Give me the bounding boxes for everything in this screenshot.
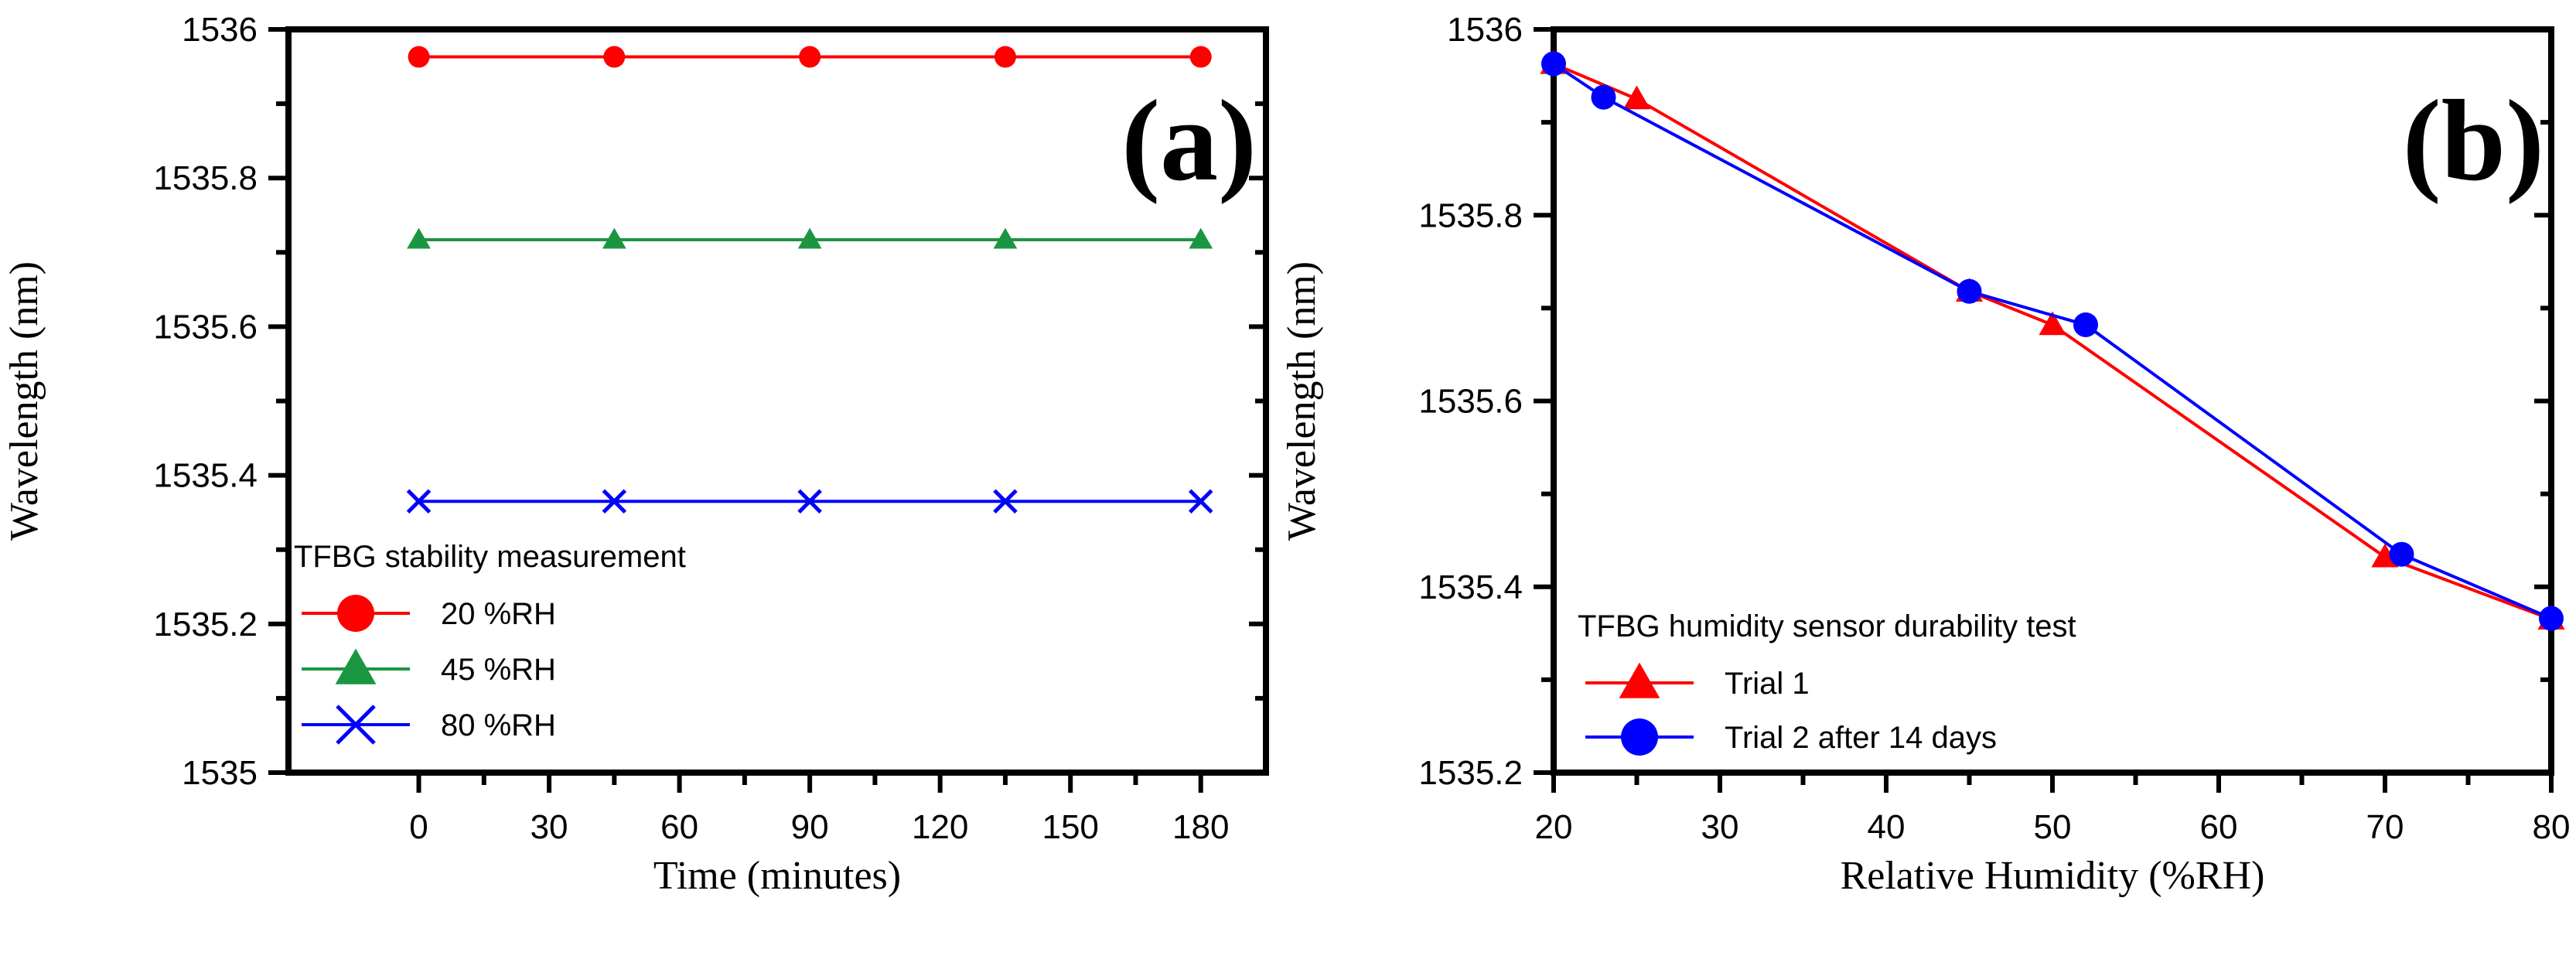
y-tick-label: 1535.6 xyxy=(153,308,258,346)
legend-marker xyxy=(336,705,376,745)
y-tick-label: 1535.8 xyxy=(1418,196,1523,234)
panel-a-chart: 0 30 60 90 120 150 180 1535 1535.2 1535.4 1535.6 15… xyxy=(2,11,1269,898)
series-line-2 xyxy=(1552,62,2552,620)
legend-marker xyxy=(337,595,374,632)
data-point xyxy=(2073,312,2098,337)
y-tick-label: 1535.6 xyxy=(1418,383,1523,421)
x-tick-label: 90 xyxy=(791,808,829,846)
data-point xyxy=(993,227,1018,249)
plot-frame xyxy=(1551,26,2554,776)
data-point xyxy=(603,46,626,68)
data-point xyxy=(1189,46,1212,68)
panel-label: (b) xyxy=(2403,77,2544,205)
y-tick-label: 1536 xyxy=(1447,11,1523,49)
legend-marker xyxy=(1619,662,1660,698)
y-tick-label: 1535 xyxy=(182,754,258,792)
x-tick-label: 20 xyxy=(1535,808,1573,846)
legend-label: 20 %RH xyxy=(441,597,556,631)
y-tick-label: 1535.8 xyxy=(153,159,258,197)
x-tick-label: 120 xyxy=(912,808,968,846)
data-point xyxy=(1591,84,1616,110)
x-tick-label: 150 xyxy=(1042,808,1098,846)
x-tick-label: 40 xyxy=(1868,808,1906,846)
legend-title: TFBG humidity sensor durability test xyxy=(1578,609,2076,643)
x-tick-label: 70 xyxy=(2366,808,2404,846)
data-point xyxy=(1957,278,1982,304)
legend-label: Trial 1 xyxy=(1725,667,1810,701)
x-axis-title: Relative Humidity (%RH) xyxy=(1841,854,2265,898)
x-tick-label: 30 xyxy=(1701,808,1739,846)
data-point xyxy=(2389,541,2414,567)
plot-frame xyxy=(285,26,1269,776)
data-point xyxy=(797,227,822,249)
data-point xyxy=(797,489,822,514)
data-point xyxy=(407,227,431,249)
data-point xyxy=(2539,606,2564,631)
y-axis-title: Wavelength (nm) xyxy=(1280,261,1324,541)
x-axis-title: Time (minutes) xyxy=(653,854,901,898)
legend-label: Trial 2 after 14 days xyxy=(1725,721,1997,755)
x-tick-label: 80 xyxy=(2533,808,2571,846)
data-point xyxy=(799,46,821,68)
y-tick-label: 1535.4 xyxy=(153,457,258,495)
data-point xyxy=(602,227,626,249)
data-point xyxy=(408,46,430,68)
y-tick-label: 1535.4 xyxy=(1418,568,1523,606)
data-point xyxy=(1622,85,1651,110)
legend-marker xyxy=(335,648,377,684)
data-point xyxy=(993,489,1018,514)
data-point xyxy=(1188,489,1213,514)
x-tick-label: 180 xyxy=(1172,808,1229,846)
y-tick-label: 1536 xyxy=(182,11,258,49)
x-tick-label: 0 xyxy=(409,808,428,846)
data-point xyxy=(1189,227,1213,249)
series-line-1 xyxy=(1553,62,2552,621)
y-tick-label: 1535.2 xyxy=(153,606,258,643)
legend-label: 45 %RH xyxy=(441,653,556,687)
y-tick-label: 1535.2 xyxy=(1418,754,1523,792)
x-tick-label: 50 xyxy=(2034,808,2072,846)
legend-title: TFBG stability measurement xyxy=(294,540,686,574)
data-point xyxy=(1541,51,1566,77)
data-point xyxy=(2039,311,2066,336)
data-point xyxy=(406,489,432,514)
data-point xyxy=(602,489,627,514)
legend-label: 80 %RH xyxy=(441,708,556,742)
x-tick-label: 60 xyxy=(660,808,698,846)
x-tick-label: 60 xyxy=(2200,808,2238,846)
panel-label: (a) xyxy=(1121,77,1257,205)
y-axis-title: Wavelength (nm) xyxy=(2,261,46,541)
legend-marker xyxy=(1621,718,1658,756)
panel-b-chart: 20 30 40 50 60 70 80 1535.2 1535.4 1535.6 1535.8 15… xyxy=(1280,11,2570,898)
data-point xyxy=(994,46,1016,68)
x-tick-label: 30 xyxy=(531,808,568,846)
